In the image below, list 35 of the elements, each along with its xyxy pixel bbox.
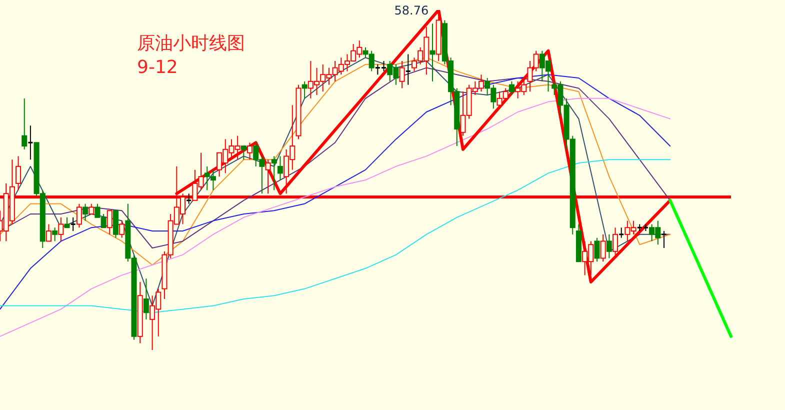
- candlestick: [143, 278, 149, 320]
- annotation: 58.76: [394, 3, 429, 18]
- candlestick: [46, 224, 52, 242]
- candlestick: [399, 60, 405, 89]
- candlestick: [52, 227, 58, 242]
- candlestick: [405, 54, 412, 86]
- candlestick: [594, 237, 600, 262]
- candlestick: [618, 227, 624, 238]
- candlestick: [76, 203, 82, 228]
- candlestick: [27, 125, 34, 160]
- candlestick: [302, 80, 308, 99]
- candlestick: [106, 210, 112, 235]
- candlestick: [70, 216, 76, 232]
- candlestick: [600, 234, 606, 262]
- candlestick: [508, 80, 514, 96]
- candlestick: [271, 156, 277, 191]
- candlestick: [240, 146, 246, 160]
- candlestick: [606, 234, 612, 259]
- candlestick: [64, 216, 70, 228]
- candlestick: [119, 220, 125, 238]
- candlestick: [22, 98, 28, 150]
- candlestick: [612, 227, 618, 256]
- candlestick: [88, 203, 94, 214]
- candlestick: [58, 216, 64, 242]
- candlestick: [430, 23, 436, 82]
- candlestick: [246, 142, 253, 160]
- text: 原油小时线图: [137, 32, 245, 56]
- candlestick: [265, 159, 271, 194]
- candlestick: [82, 203, 88, 222]
- candlestick: [186, 193, 192, 204]
- candlestick: [16, 156, 22, 191]
- candlestick: [277, 156, 283, 180]
- candlestick: [660, 230, 668, 248]
- text: 9-12: [137, 56, 179, 80]
- candlestick: [112, 210, 119, 238]
